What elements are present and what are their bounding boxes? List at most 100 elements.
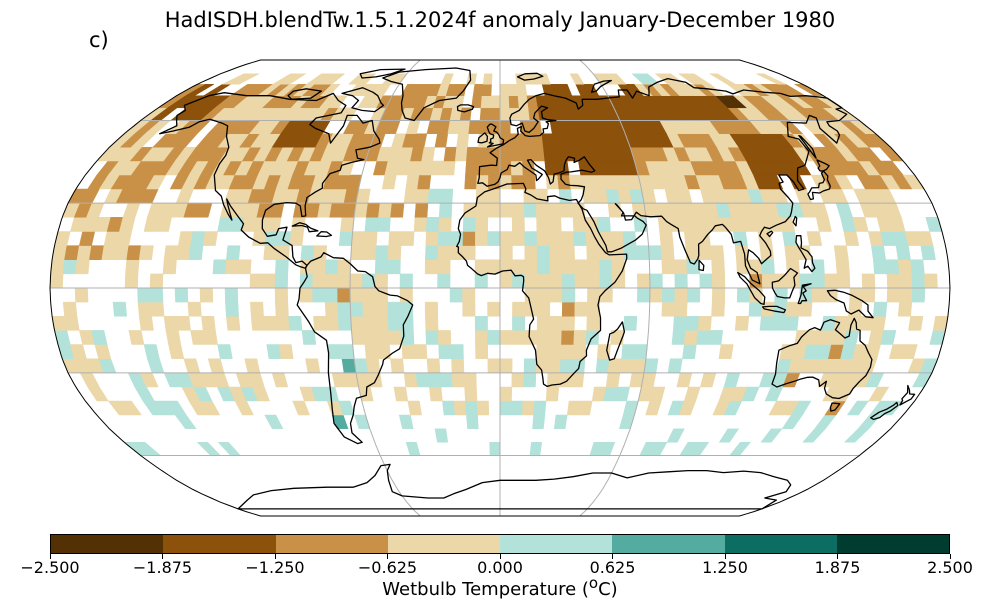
anomaly-cell: [62, 259, 78, 275]
anomaly-cell: [237, 259, 252, 275]
anomaly-cell: [718, 428, 740, 443]
anomaly-cell: [649, 287, 663, 303]
anomaly-cell: [785, 301, 800, 317]
anomaly-cell: [861, 287, 876, 303]
anomaly-cell: [165, 330, 182, 345]
anomaly-cell: [666, 428, 685, 443]
anomaly-cell: [607, 202, 622, 218]
anomaly-cell: [425, 245, 439, 260]
anomaly-cell: [477, 146, 490, 162]
anomaly-cell: [523, 202, 537, 218]
anomaly-cell: [125, 259, 140, 275]
anomaly-cell: [696, 330, 711, 345]
anomaly-cell: [673, 301, 688, 317]
anomaly-cell: [536, 217, 550, 232]
anomaly-cell: [610, 231, 625, 246]
anomaly-cell: [312, 259, 327, 275]
anomaly-cell: [76, 245, 92, 260]
coastline: [606, 321, 626, 361]
anomaly-cell: [524, 330, 538, 345]
anomaly-cell: [464, 174, 478, 190]
anomaly-cell: [558, 188, 573, 204]
anomaly-cell: [510, 400, 524, 416]
coastline: [359, 68, 406, 79]
anomaly-cell: [427, 188, 442, 204]
anomaly-cell: [861, 273, 876, 289]
anomaly-cell: [112, 301, 127, 317]
anomaly-cell: [437, 330, 452, 345]
anomaly-cell: [475, 344, 489, 359]
anomaly-cell: [463, 372, 477, 388]
anomaly-cell: [572, 344, 587, 359]
anomaly-cell: [87, 386, 109, 402]
anomaly-cell: [437, 259, 451, 275]
anomaly-cell: [138, 316, 154, 331]
colorbar-title-end: C): [598, 579, 618, 600]
anomaly-cell: [836, 273, 851, 289]
anomaly-cell: [275, 301, 289, 317]
anomaly-cell: [202, 330, 218, 345]
coastlines: [159, 67, 916, 510]
anomaly-cell: [558, 84, 573, 96]
anomaly-cell: [814, 414, 837, 430]
anomaly-cell: [911, 273, 926, 289]
anomaly-cell: [523, 358, 537, 374]
anomaly-cell: [263, 245, 278, 260]
anomaly-cell: [325, 316, 340, 331]
anomaly-cell: [573, 231, 587, 246]
anomaly-cell: [439, 188, 454, 204]
coastline: [761, 305, 787, 314]
anomaly-cell: [499, 400, 512, 416]
chart-title: HadISDH.blendTw.1.5.1.2024f anomaly Janu…: [164, 8, 836, 32]
coastline: [341, 87, 385, 113]
colorbar-tick-mark: [837, 554, 838, 559]
anomaly-cell: [560, 344, 574, 359]
anomaly-cell: [561, 316, 575, 331]
anomaly-cell: [201, 316, 216, 331]
anomaly-cell: [207, 358, 225, 374]
anomaly-cell: [583, 84, 600, 96]
anomaly-cell: [595, 358, 610, 374]
anomaly-cell: [899, 287, 913, 303]
anomaly-cell: [796, 245, 812, 260]
colorbar-tick-mark: [612, 554, 613, 559]
anomaly-cell: [522, 400, 535, 416]
coastline: [291, 222, 319, 233]
anomaly-cell: [465, 73, 477, 85]
anomaly-cell: [403, 188, 418, 204]
coastline: [477, 132, 489, 144]
anomaly-cell: [734, 316, 750, 331]
anomaly-cell: [489, 107, 501, 121]
anomaly-cell: [697, 245, 712, 260]
anomaly-cell: [508, 95, 520, 109]
anomaly-cell: [511, 217, 525, 232]
anomaly-cell: [340, 344, 355, 359]
anomaly-cell: [417, 174, 432, 190]
anomaly-cell: [711, 259, 725, 275]
anomaly-cell: [667, 358, 683, 374]
anomaly-cell: [338, 400, 355, 416]
anomaly-cell: [249, 273, 264, 289]
anomaly-cell: [424, 301, 439, 317]
anomaly-cell: [846, 400, 870, 416]
anomaly-cell: [924, 273, 938, 289]
anomaly-cell: [274, 287, 289, 303]
anomaly-cell: [547, 358, 562, 374]
anomaly-cell: [313, 245, 328, 260]
anomaly-cell: [649, 273, 663, 289]
anomaly-cell: [611, 259, 626, 275]
anomaly-cell: [547, 202, 562, 218]
anomaly-cell: [456, 133, 469, 148]
anomaly-cell: [885, 259, 900, 275]
anomaly-cell: [451, 372, 465, 388]
anomaly-cell: [548, 217, 562, 232]
anomaly-cell: [176, 316, 191, 331]
anomaly-cell: [790, 400, 812, 416]
anomaly-cell: [562, 273, 576, 289]
anomaly-cell: [929, 330, 946, 345]
anomaly-cell: [364, 344, 379, 359]
anomaly-cell: [480, 95, 492, 109]
anomaly-cell: [176, 245, 191, 260]
anomaly-cell: [524, 231, 538, 246]
anomaly-cell: [568, 174, 583, 190]
